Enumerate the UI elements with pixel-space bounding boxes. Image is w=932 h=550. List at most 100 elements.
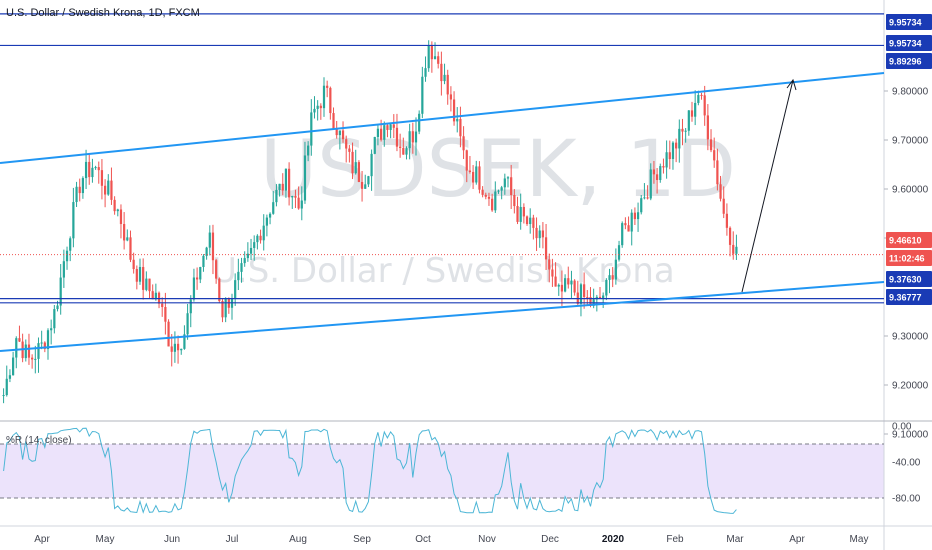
- candle-body: [554, 276, 557, 287]
- time-tick-label: Apr: [34, 534, 50, 545]
- candle-body: [570, 280, 573, 285]
- candle-body: [50, 328, 53, 331]
- candle-body: [287, 168, 291, 198]
- candle-body: [560, 284, 564, 292]
- time-tick-label: May: [850, 534, 869, 545]
- candle-body: [8, 375, 12, 379]
- candle-body: [151, 291, 154, 300]
- candle-body: [75, 186, 78, 203]
- candle-body: [522, 206, 525, 217]
- candle-body: [154, 292, 157, 300]
- candle-body: [437, 56, 440, 64]
- candle-body: [675, 142, 678, 149]
- candle-body: [497, 190, 500, 192]
- candle-body: [608, 275, 611, 280]
- candle-body: [548, 259, 551, 270]
- candle-body: [138, 267, 142, 282]
- candle-body: [18, 338, 21, 342]
- candle-body: [424, 68, 427, 77]
- candle-body: [116, 209, 119, 212]
- candle-body: [88, 161, 91, 178]
- price-label-text: 9.36777: [889, 293, 922, 303]
- candle-body: [126, 237, 129, 241]
- candle-body: [687, 110, 690, 131]
- candle-body: [246, 253, 249, 259]
- indicator-axis-ticks: 0.00 -40.00 -80.00: [892, 422, 921, 505]
- candle-body: [275, 189, 278, 203]
- candle-body: [471, 171, 475, 183]
- candle-body: [43, 342, 46, 350]
- candle-body: [392, 124, 395, 128]
- projection-arrow-line[interactable]: [741, 79, 794, 293]
- candle-body: [326, 85, 329, 88]
- candle-body: [735, 246, 738, 254]
- candle-body: [132, 259, 135, 270]
- candle-body: [281, 183, 284, 191]
- candle-body: [65, 250, 69, 262]
- candle-body: [449, 94, 453, 100]
- candle-body: [268, 213, 272, 218]
- candle-body: [205, 247, 208, 256]
- candle-body: [110, 180, 113, 200]
- candle-body: [433, 56, 437, 60]
- candle-body: [322, 85, 326, 109]
- price-label-text: 9.89296: [889, 57, 922, 67]
- price-label-badge: [886, 250, 932, 266]
- candle-body: [389, 124, 392, 130]
- price-label-text: 9.46610: [889, 236, 922, 246]
- candle-body: [399, 146, 402, 148]
- channel-upper-line: [0, 72, 885, 164]
- candle-body: [421, 76, 424, 114]
- candle-body: [34, 358, 37, 360]
- candle-body: [215, 260, 218, 279]
- candle-body: [655, 174, 659, 181]
- price-label-text: 9.95734: [889, 39, 922, 49]
- candle-body: [627, 225, 630, 232]
- candle-body: [440, 63, 443, 82]
- candle-body: [348, 148, 351, 152]
- channel-lines-layer: [0, 72, 885, 352]
- indicator-tick-label: -80.00: [892, 494, 921, 505]
- candle-body: [27, 344, 31, 358]
- candle-body: [659, 166, 662, 181]
- candle-body: [510, 177, 513, 195]
- candle-body: [262, 225, 265, 241]
- candle-body: [148, 278, 151, 292]
- price-tick-label: 9.80000: [892, 87, 929, 98]
- candle-body: [345, 139, 348, 149]
- price-label-badge: [886, 53, 932, 69]
- candle-body: [538, 230, 541, 239]
- candle-body: [303, 155, 307, 201]
- candle-body: [186, 313, 189, 335]
- candle-body: [551, 269, 554, 277]
- candle-body: [183, 334, 186, 349]
- candle-body: [513, 194, 516, 207]
- price-tick-label: 9.10000: [892, 430, 929, 441]
- time-tick-label: Apr: [789, 534, 805, 545]
- price-tick-label: 9.30000: [892, 332, 929, 343]
- candle-body: [700, 94, 703, 96]
- candle-body: [94, 167, 97, 169]
- candle-body: [189, 299, 192, 314]
- time-tick-label: Sep: [353, 534, 371, 545]
- candle-body: [459, 118, 462, 137]
- candle-body: [173, 343, 177, 352]
- candle-body: [722, 198, 725, 214]
- chart-title: U.S. Dollar / Swedish Krona, 1D, FXCM: [6, 7, 200, 19]
- time-tick-label: Aug: [289, 534, 307, 545]
- candle-body: [307, 145, 310, 156]
- candle-body: [332, 113, 335, 129]
- candle-body: [84, 161, 88, 179]
- candle-body: [291, 195, 294, 198]
- candle-body: [649, 169, 652, 199]
- price-label-badge: [886, 289, 932, 305]
- candle-body: [59, 277, 62, 306]
- candle-body: [713, 150, 716, 161]
- candle-body: [395, 127, 399, 147]
- candle-body: [97, 167, 100, 171]
- candle-body: [383, 125, 386, 140]
- candle-body: [370, 153, 373, 177]
- candle-body: [519, 206, 522, 222]
- candle-body: [379, 128, 383, 140]
